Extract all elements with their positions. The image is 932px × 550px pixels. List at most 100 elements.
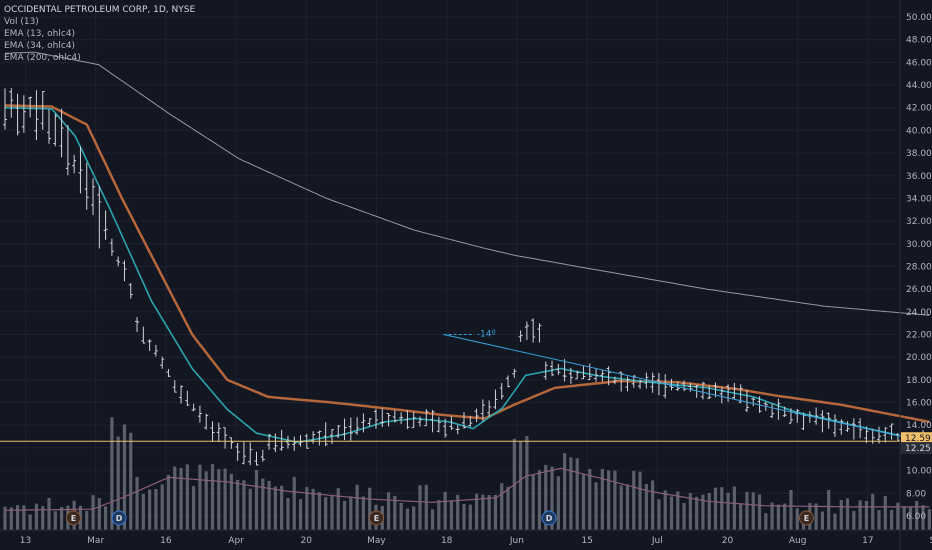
event-marker-letter: D — [116, 514, 123, 523]
volume-bar — [474, 493, 479, 530]
volume-bar — [493, 494, 498, 530]
volume-bar — [449, 500, 454, 530]
price-tick-label: 36.00 — [906, 172, 932, 182]
ema-200-line — [4, 51, 930, 316]
volume-bar — [292, 476, 296, 530]
volume-bar — [569, 457, 573, 530]
volume-bar — [896, 502, 900, 530]
volume-bar — [889, 509, 894, 530]
volume-bar — [59, 507, 64, 530]
price-label-box — [901, 442, 932, 455]
event-marker-badge — [368, 510, 384, 526]
volume-bar — [883, 496, 887, 530]
volume-bar — [462, 503, 466, 530]
volume-bar — [644, 483, 648, 530]
volume-bar — [437, 500, 441, 530]
volume-bar — [15, 505, 20, 530]
time-axis[interactable]: 13Mar16Apr20May18Jun15Jul20Aug17Sep14 — [0, 529, 932, 546]
volume-bar — [198, 464, 202, 530]
time-tick-label: Sep — [930, 536, 932, 546]
volume-bar — [638, 471, 642, 530]
volume-bar — [669, 496, 674, 530]
time-tick-label: 20 — [722, 536, 734, 546]
price-tick-label: 24.00 — [906, 308, 932, 318]
volume-bar — [456, 494, 460, 530]
volume-bar — [97, 498, 101, 530]
volume-bar — [248, 488, 252, 530]
volume-bar — [430, 509, 435, 530]
volume-bar — [361, 496, 366, 530]
volume-bar — [695, 496, 699, 530]
legend-ema-13[interactable]: EMA (13, ohlc4) — [4, 29, 76, 39]
volume-bar — [518, 441, 523, 530]
volume-bar — [795, 508, 799, 530]
event-marker-letter: E — [374, 514, 379, 523]
volume-bar — [575, 458, 579, 530]
legend-ema-200[interactable]: EMA (200, ohlc4) — [4, 53, 81, 63]
volume-ma-line — [5, 467, 930, 511]
volume-bar — [902, 506, 906, 530]
event-marker-letter: D — [546, 514, 553, 523]
ohlc-bars — [3, 88, 932, 466]
volume-bar — [877, 510, 881, 530]
volume-bar — [556, 476, 560, 530]
trendline-drawing[interactable]: -14º — [443, 330, 912, 440]
price-tick-label: 38.00 — [906, 149, 932, 159]
volume-bar — [122, 424, 127, 530]
volume-bar — [481, 494, 485, 530]
time-tick-label: 18 — [441, 536, 453, 546]
volume-bar — [418, 485, 422, 530]
volume-bar — [424, 484, 428, 530]
price-axis[interactable]: 6.008.0010.0012.0014.0016.0018.0020.0022… — [899, 0, 932, 550]
volume-bar — [581, 474, 586, 530]
volume-bar — [443, 491, 447, 530]
volume-bar — [135, 477, 139, 530]
volume-bar — [927, 509, 931, 530]
volume-bar — [336, 488, 340, 530]
volume-bar — [141, 493, 145, 530]
legend-ema-34[interactable]: EMA (34, ohlc4) — [4, 41, 76, 51]
volume-bar — [160, 484, 164, 530]
price-tick-label: 34.00 — [906, 194, 932, 204]
chart-legend: OCCIDENTAL PETROLEUM CORP, 1D, NYSE Vol … — [4, 4, 195, 64]
volume-bar — [355, 484, 359, 530]
volume-bar — [701, 494, 705, 530]
price-tick-label: 8.00 — [906, 489, 926, 499]
price-tick-label: 20.00 — [906, 353, 932, 363]
volume-bar — [399, 502, 403, 530]
legend-symbol-title[interactable]: OCCIDENTAL PETROLEUM CORP, 1D, NYSE — [4, 5, 196, 15]
volume-bar — [166, 474, 171, 530]
price-tick-label: 32.00 — [906, 217, 932, 227]
volume-bar — [468, 504, 472, 530]
volume-bar — [311, 488, 315, 530]
volume-bar — [261, 478, 265, 530]
volume-bar — [833, 513, 837, 530]
volume-bar — [330, 496, 334, 530]
volume-bar — [751, 492, 755, 530]
time-tick-label: May — [367, 536, 386, 546]
volume-bar — [173, 466, 177, 530]
legend-volume[interactable]: Vol (13) — [4, 17, 39, 27]
volume-bar — [9, 507, 13, 530]
volume-bar — [91, 495, 95, 530]
volume-bar — [770, 502, 774, 530]
volume-bar — [858, 500, 862, 530]
volume-bar — [3, 506, 7, 530]
volume-bar — [47, 497, 51, 530]
volume-bar — [682, 502, 686, 530]
time-tick-label: 17 — [862, 536, 873, 546]
volume-bar — [110, 417, 114, 530]
volume-bar — [242, 480, 246, 530]
volume-bar — [280, 485, 284, 530]
volume-bar — [663, 490, 667, 530]
price-tick-label: 6.00 — [906, 512, 926, 522]
volume-bar — [298, 499, 303, 530]
volume-bars — [3, 417, 931, 530]
volume-bar — [267, 480, 271, 530]
time-tick-label: 16 — [160, 536, 172, 546]
volume-bar — [273, 486, 277, 530]
volume-bar — [720, 487, 724, 530]
volume-bar — [41, 506, 45, 530]
trendline — [443, 334, 912, 440]
